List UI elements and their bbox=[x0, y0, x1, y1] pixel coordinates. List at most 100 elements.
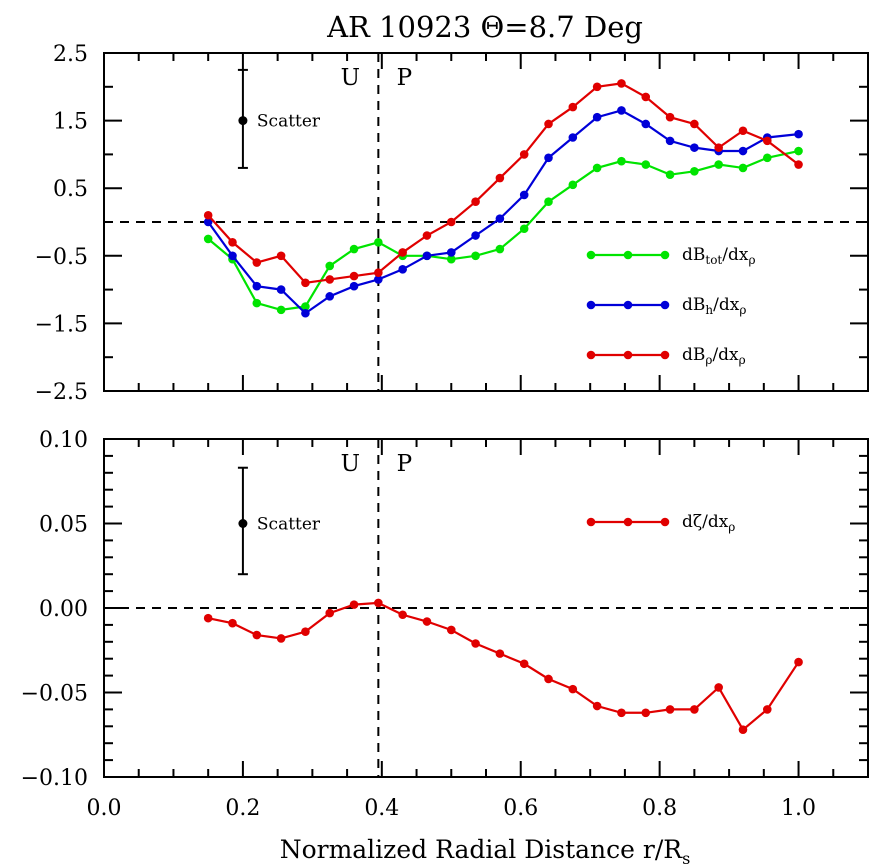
data-point bbox=[641, 92, 651, 102]
data-point bbox=[276, 251, 286, 261]
data-point bbox=[228, 251, 237, 261]
data-point bbox=[276, 305, 286, 315]
series-line bbox=[207, 109, 799, 315]
data-point bbox=[714, 683, 723, 692]
legend-marker bbox=[623, 350, 633, 360]
legend-entry: dBtot/dxρ bbox=[682, 245, 756, 267]
y-tick-label: −0.10 bbox=[21, 766, 88, 791]
data-point bbox=[398, 265, 407, 274]
data-point bbox=[203, 234, 213, 244]
x-axis-label: Normalized Radial Distance r/Rs bbox=[280, 835, 691, 866]
data-point bbox=[665, 170, 675, 179]
y-tick-label: 2.5 bbox=[53, 42, 88, 67]
data-point bbox=[301, 278, 310, 288]
legend-marker bbox=[660, 350, 670, 360]
data-point bbox=[690, 143, 699, 152]
data-point bbox=[617, 79, 626, 88]
data-point bbox=[422, 231, 432, 240]
data-point bbox=[471, 197, 480, 207]
data-point bbox=[495, 649, 505, 658]
data-point bbox=[374, 275, 383, 284]
data-point bbox=[374, 237, 383, 247]
data-point bbox=[794, 657, 803, 667]
data-point bbox=[301, 302, 310, 311]
x-tick-label: 0.4 bbox=[364, 796, 399, 821]
data-point bbox=[544, 153, 553, 163]
data-point bbox=[301, 627, 310, 636]
data-point bbox=[252, 298, 262, 308]
data-point bbox=[276, 634, 286, 643]
data-point bbox=[398, 248, 407, 257]
series-line bbox=[207, 601, 800, 732]
data-point bbox=[568, 133, 578, 142]
region-label-u: U bbox=[341, 451, 360, 477]
data-point bbox=[617, 156, 626, 166]
data-point bbox=[519, 190, 529, 200]
top-panel: 2.5 1.5 0.5 −0.5 −1.5 −2.5 U P Scatter dBtot/dxρ d… bbox=[35, 42, 869, 405]
data-point bbox=[568, 180, 578, 190]
x-tick-label: 0.0 bbox=[87, 796, 122, 821]
data-point bbox=[446, 254, 456, 264]
data-point bbox=[544, 197, 553, 207]
data-point bbox=[592, 163, 602, 173]
y-tick-label: −2.5 bbox=[35, 380, 88, 405]
legend-entry: dBh/dxρ bbox=[682, 295, 746, 317]
data-point bbox=[690, 119, 699, 129]
data-point bbox=[762, 136, 772, 146]
data-point bbox=[617, 708, 626, 718]
data-point bbox=[349, 271, 359, 281]
legend-marker bbox=[586, 350, 596, 360]
data-point bbox=[794, 146, 803, 156]
data-point bbox=[641, 160, 651, 169]
data-point bbox=[738, 146, 748, 156]
bottom-panel: 0.10 0.05 0.00 −0.05 −0.10 0.0 0.2 0.4 0.6 0.8 1.0… bbox=[21, 428, 869, 821]
data-point bbox=[544, 674, 553, 684]
data-point bbox=[349, 281, 359, 291]
data-point bbox=[592, 112, 602, 122]
data-point bbox=[738, 725, 748, 734]
legend-marker bbox=[586, 250, 596, 260]
data-point bbox=[690, 167, 699, 176]
y-tick-label: 0.5 bbox=[53, 177, 88, 202]
data-point bbox=[349, 244, 359, 254]
scatter-point bbox=[238, 116, 248, 126]
y-tick-label: 0.05 bbox=[39, 513, 88, 538]
data-point bbox=[203, 210, 213, 220]
data-point bbox=[252, 258, 262, 267]
data-point bbox=[519, 150, 529, 159]
legend-marker bbox=[660, 517, 670, 527]
data-point bbox=[422, 251, 432, 261]
data-point bbox=[325, 275, 335, 284]
x-tick-label: 0.8 bbox=[642, 796, 677, 821]
data-point bbox=[714, 143, 723, 152]
x-tick-label: 0.2 bbox=[225, 796, 260, 821]
data-point bbox=[762, 153, 772, 163]
data-point bbox=[738, 163, 748, 173]
legend-marker bbox=[660, 250, 670, 260]
scatter-point bbox=[238, 519, 248, 528]
scatter-label: Scatter bbox=[257, 112, 321, 132]
data-point bbox=[519, 659, 529, 669]
data-point bbox=[325, 261, 335, 271]
x-tick-label: 0.6 bbox=[503, 796, 538, 821]
data-point bbox=[325, 292, 335, 301]
y-tick-label: 0.00 bbox=[39, 597, 88, 622]
data-point bbox=[203, 613, 213, 623]
data-point bbox=[374, 268, 383, 278]
data-point bbox=[519, 224, 529, 234]
data-point bbox=[228, 237, 237, 247]
data-point bbox=[495, 214, 505, 223]
data-point bbox=[617, 106, 626, 115]
data-point bbox=[398, 610, 407, 620]
legend-entry: dζ/dxρ bbox=[682, 512, 735, 534]
data-point bbox=[665, 136, 675, 146]
data-point bbox=[665, 112, 675, 122]
data-point bbox=[446, 248, 456, 257]
legend-marker bbox=[623, 300, 633, 310]
data-point bbox=[641, 708, 651, 718]
data-point bbox=[252, 630, 262, 640]
y-tick-label: −0.05 bbox=[21, 682, 88, 707]
data-point bbox=[738, 126, 748, 136]
data-point bbox=[301, 308, 310, 318]
